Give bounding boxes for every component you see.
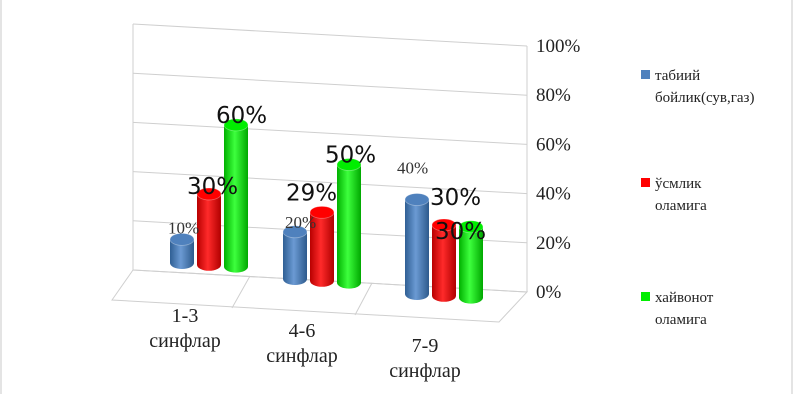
legend: табиийбойлик(сув,газ)ўсмликоламигахайвон… — [641, 68, 754, 328]
legend-item: табиий бойлик(сув,газ) — [641, 68, 754, 106]
bar-2-2 — [309, 205, 335, 287]
legend-label: бойлик(сув,газ) — [655, 90, 754, 106]
bar-3-2 — [431, 218, 457, 302]
data-label: 30% — [435, 219, 486, 245]
y-tick-label: 80% — [536, 85, 571, 106]
bar-1-3 — [223, 118, 249, 273]
data-label: 40% — [397, 159, 428, 178]
y-ticks: 0% 20% 40% 60% 80% 100% — [536, 36, 581, 303]
legend-swatch — [641, 70, 650, 79]
bar-3-3 — [458, 220, 484, 304]
floor-divider — [231, 275, 251, 309]
legend-label: хайвонот — [655, 290, 714, 306]
bar-2-3 — [336, 158, 362, 289]
bar-3-1 — [404, 193, 430, 300]
legend-swatch — [641, 292, 650, 301]
legend-swatch — [641, 178, 650, 187]
legend-label: табиий — [655, 68, 700, 84]
category-label: 4-6 — [289, 320, 316, 342]
category-label: синфлар — [266, 345, 338, 367]
data-label: 50% — [325, 143, 376, 169]
gridline — [132, 171, 528, 195]
y-tick-label: 40% — [536, 184, 571, 205]
legend-label: оламига — [655, 198, 707, 214]
legend-item: хайвонот оламига — [641, 290, 714, 328]
data-label: 30% — [430, 185, 481, 211]
y-tick-label: 20% — [536, 233, 571, 254]
category-label: 7-9 — [412, 335, 439, 357]
category-label: синфлар — [149, 330, 221, 352]
legend-label: ўсмлик — [655, 176, 702, 192]
bars — [169, 118, 484, 304]
data-labels: 10%30%60%20%29%50% 40%30%30% — [168, 103, 486, 245]
legend-label: оламига — [655, 312, 707, 328]
gridline — [132, 23, 528, 47]
y-tick-label: 0% — [536, 282, 562, 303]
data-label: 30% — [187, 174, 238, 200]
category-label: синфлар — [389, 360, 461, 382]
data-label: 29% — [286, 180, 337, 206]
data-label: 20% — [285, 213, 316, 232]
gridline — [132, 121, 528, 145]
legend-item: ўсмлик оламига — [641, 176, 707, 214]
data-label: 60% — [216, 103, 267, 129]
y-tick-label: 100% — [536, 36, 581, 57]
gridline — [132, 72, 528, 96]
floor-divider — [354, 282, 373, 316]
data-label: 10% — [168, 218, 199, 237]
floor — [111, 269, 529, 323]
bar-2-1 — [282, 225, 308, 285]
category-label: 1-3 — [172, 305, 199, 327]
bar-1-2 — [196, 187, 222, 271]
category-labels: 1-3 синфлар 4-6 синфлар 7-9 синфлар — [149, 305, 461, 382]
bar-1-1 — [169, 232, 195, 269]
y-tick-label: 60% — [536, 134, 571, 155]
